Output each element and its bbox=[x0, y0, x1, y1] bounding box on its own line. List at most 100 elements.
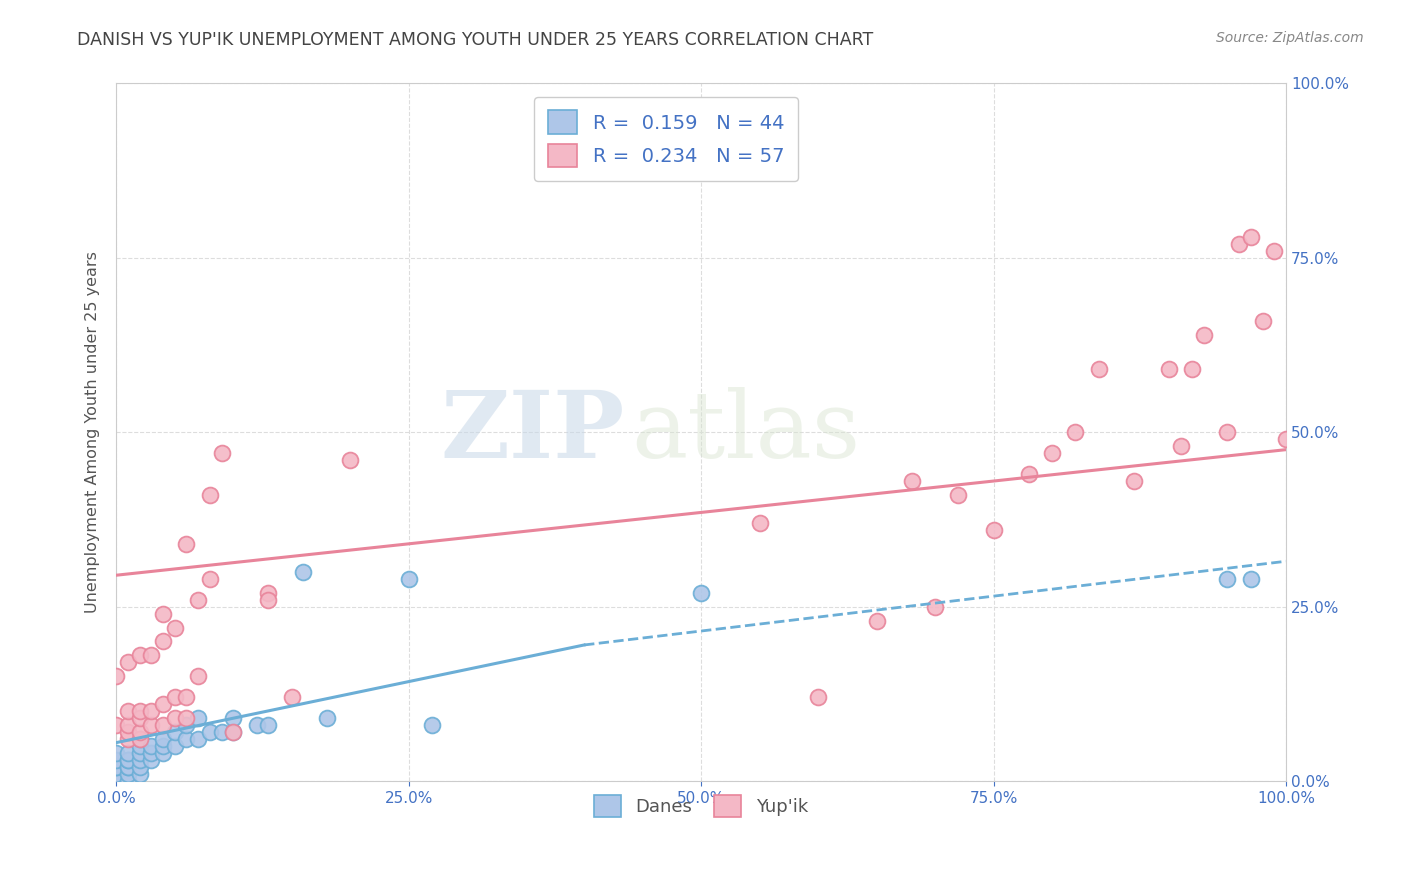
Point bbox=[690, 585, 713, 599]
Point bbox=[176, 537, 198, 551]
Point bbox=[257, 585, 280, 599]
Point bbox=[1170, 439, 1192, 453]
Point bbox=[117, 753, 139, 767]
Point bbox=[117, 718, 139, 732]
Point bbox=[152, 698, 174, 712]
Point bbox=[211, 725, 233, 739]
Point bbox=[117, 760, 139, 774]
Point bbox=[117, 774, 139, 789]
Point bbox=[117, 725, 139, 739]
Point bbox=[105, 767, 128, 781]
Point bbox=[105, 669, 128, 683]
Point bbox=[176, 690, 198, 705]
Point bbox=[420, 718, 443, 732]
Point bbox=[187, 669, 209, 683]
Point bbox=[152, 607, 174, 621]
Point bbox=[176, 718, 198, 732]
Point bbox=[1263, 244, 1285, 258]
Point bbox=[292, 565, 315, 579]
Point bbox=[1157, 362, 1180, 376]
Point bbox=[117, 760, 139, 774]
Point bbox=[983, 523, 1005, 537]
Point bbox=[865, 614, 887, 628]
Point bbox=[187, 592, 209, 607]
Legend: Danes, Yup'ik: Danes, Yup'ik bbox=[586, 788, 815, 824]
Point bbox=[152, 718, 174, 732]
Point bbox=[1240, 572, 1263, 586]
Point bbox=[1122, 474, 1144, 488]
Point bbox=[152, 634, 174, 648]
Point bbox=[117, 656, 139, 670]
Point bbox=[176, 732, 198, 747]
Point bbox=[222, 725, 245, 739]
Point bbox=[246, 718, 269, 732]
Point bbox=[198, 725, 221, 739]
Point bbox=[163, 690, 186, 705]
Point bbox=[1181, 362, 1204, 376]
Text: DANISH VS YUP'IK UNEMPLOYMENT AMONG YOUTH UNDER 25 YEARS CORRELATION CHART: DANISH VS YUP'IK UNEMPLOYMENT AMONG YOUT… bbox=[77, 31, 873, 49]
Text: atlas: atlas bbox=[631, 387, 860, 477]
Point bbox=[128, 725, 150, 739]
Point bbox=[187, 711, 209, 725]
Point bbox=[128, 753, 150, 767]
Y-axis label: Unemployment Among Youth under 25 years: Unemployment Among Youth under 25 years bbox=[86, 252, 100, 613]
Point bbox=[128, 648, 150, 663]
Point bbox=[1040, 446, 1063, 460]
Point bbox=[128, 767, 150, 781]
Point bbox=[128, 732, 150, 747]
Point bbox=[128, 711, 150, 725]
Point bbox=[128, 746, 150, 760]
Point bbox=[1192, 327, 1215, 342]
Point bbox=[152, 732, 174, 747]
Point bbox=[152, 746, 174, 760]
Point bbox=[128, 739, 150, 753]
Point bbox=[141, 718, 163, 732]
Point bbox=[105, 718, 128, 732]
Point bbox=[163, 711, 186, 725]
Point bbox=[1240, 230, 1263, 244]
Point bbox=[900, 474, 922, 488]
Point bbox=[339, 453, 361, 467]
Point bbox=[163, 621, 186, 635]
Point bbox=[1018, 467, 1040, 481]
Point bbox=[141, 753, 163, 767]
Point bbox=[924, 599, 946, 614]
Point bbox=[1227, 236, 1250, 251]
Point bbox=[117, 767, 139, 781]
Point bbox=[128, 732, 150, 747]
Point bbox=[105, 760, 128, 774]
Point bbox=[948, 488, 970, 502]
Point bbox=[1216, 572, 1239, 586]
Point bbox=[128, 704, 150, 718]
Point bbox=[141, 704, 163, 718]
Point bbox=[152, 739, 174, 753]
Point bbox=[257, 592, 280, 607]
Point bbox=[1088, 362, 1111, 376]
Point bbox=[141, 648, 163, 663]
Point bbox=[105, 746, 128, 760]
Point bbox=[117, 753, 139, 767]
Point bbox=[105, 767, 128, 781]
Point bbox=[1275, 432, 1298, 446]
Point bbox=[748, 516, 770, 530]
Point bbox=[398, 572, 420, 586]
Point bbox=[141, 739, 163, 753]
Point bbox=[211, 446, 233, 460]
Point bbox=[128, 760, 150, 774]
Point bbox=[105, 760, 128, 774]
Point bbox=[117, 732, 139, 747]
Point bbox=[257, 718, 280, 732]
Point bbox=[807, 690, 830, 705]
Point bbox=[163, 739, 186, 753]
Text: Source: ZipAtlas.com: Source: ZipAtlas.com bbox=[1216, 31, 1364, 45]
Point bbox=[187, 732, 209, 747]
Point bbox=[1251, 313, 1274, 327]
Point bbox=[117, 746, 139, 760]
Point bbox=[163, 725, 186, 739]
Point bbox=[198, 572, 221, 586]
Point bbox=[176, 711, 198, 725]
Point bbox=[1064, 425, 1087, 440]
Point bbox=[105, 753, 128, 767]
Point bbox=[1216, 425, 1239, 440]
Point bbox=[141, 746, 163, 760]
